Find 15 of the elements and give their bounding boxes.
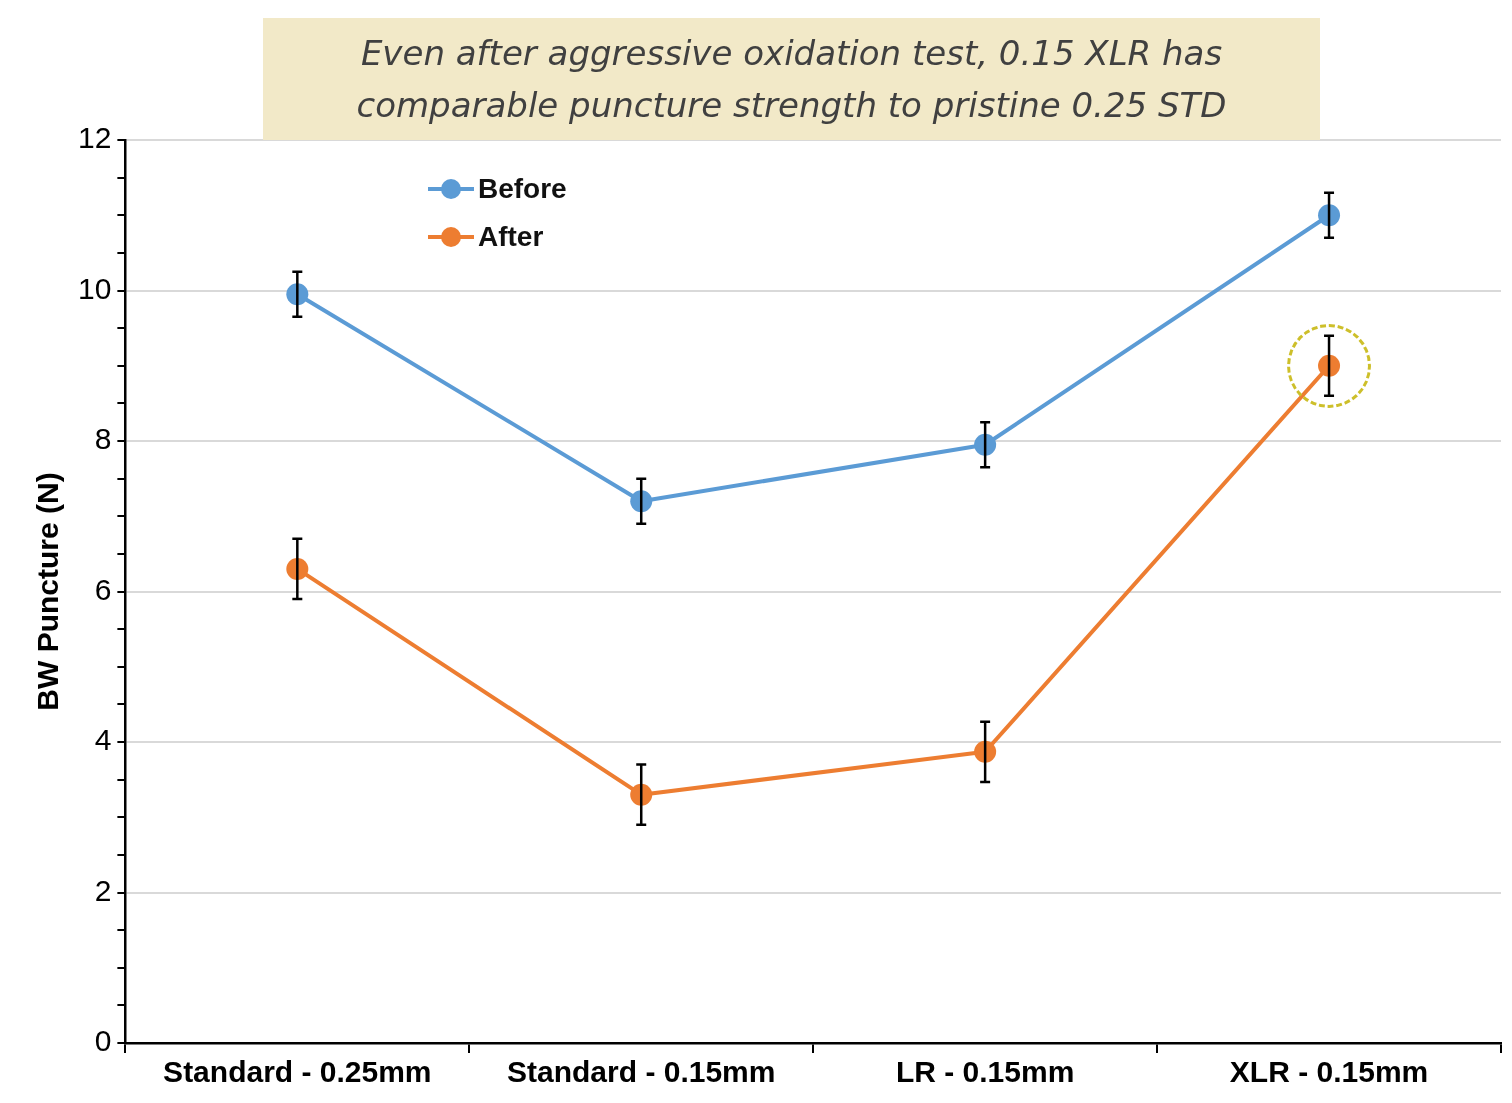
y-tick-label: 6 — [94, 572, 112, 606]
y-axis-title: BW Puncture (N) — [31, 472, 65, 711]
legend-label: After — [478, 221, 544, 253]
x-tick-label: LR - 0.15mm — [895, 1055, 1075, 1089]
y-tick-label: 2 — [94, 873, 112, 907]
x-tick-label: Standard - 0.25mm — [163, 1055, 432, 1089]
y-tick-label: 8 — [94, 422, 112, 456]
y-tick-label: 12 — [77, 121, 112, 155]
chart-title: Even after aggressive oxidation test, 0.15 XLR has comparable puncture strength to pristine 0.25 STD — [263, 18, 1320, 140]
y-tick-label: 0 — [94, 1024, 112, 1058]
x-tick-label: XLR - 0.15mm — [1229, 1055, 1429, 1089]
legend-label: Before — [478, 173, 567, 205]
y-tick-label: 4 — [94, 723, 112, 757]
x-tick-label: Standard - 0.15mm — [507, 1055, 776, 1089]
y-tick-label: 10 — [77, 271, 112, 305]
